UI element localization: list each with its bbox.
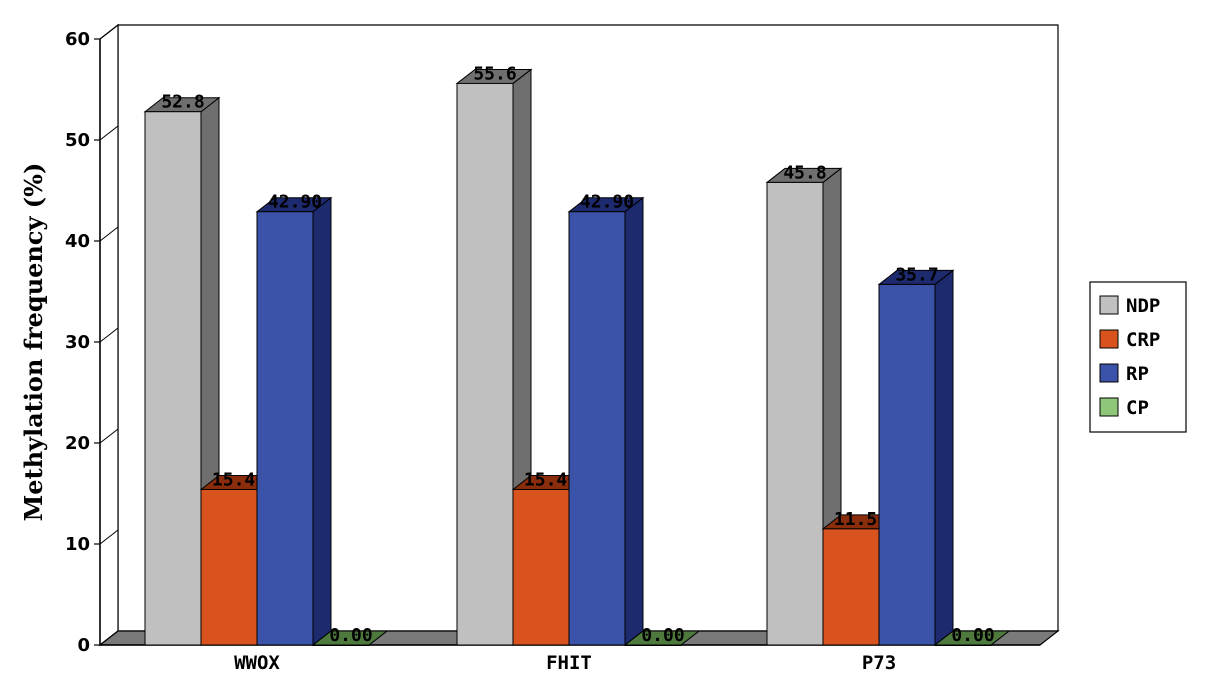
y-tick-label: 50 [65,130,90,151]
data-label: 42.90 [268,192,322,213]
data-label: 0.00 [329,625,372,646]
y-tick-label: 60 [65,29,90,50]
y-tick-depth [99,24,119,40]
bar [624,644,682,646]
bar [568,211,626,646]
bar [144,111,202,646]
bar-side [934,269,954,647]
y-axis-title: Methylation frequency (%) [19,163,48,522]
y-tick-label: 0 [77,635,90,656]
data-label: 55.6 [473,63,516,84]
y-tick-label: 40 [65,231,90,252]
data-label: 42.90 [580,192,634,213]
bar [766,181,824,646]
data-label: 0.00 [951,625,994,646]
legend-swatch [1099,397,1119,417]
x-tick-label: WWOX [234,652,280,674]
legend-swatch [1099,329,1119,349]
legend-label: CRP [1126,329,1160,351]
y-tick-depth [99,125,119,141]
data-label: 52.8 [161,92,204,113]
y-tick-label: 20 [65,433,90,454]
data-label: 0.00 [641,625,684,646]
legend-label: NDP [1126,295,1160,317]
legend-label: RP [1126,363,1149,385]
bar-side [312,196,332,647]
y-tick-label: 10 [65,534,90,555]
bar [822,528,880,646]
legend-swatch [1099,363,1119,383]
legend-swatch [1099,295,1119,315]
bar [312,644,370,646]
y-tick-depth [99,226,119,242]
data-label: 15.40 [524,469,578,490]
legend-label: CP [1126,397,1149,419]
y-tick-depth [99,327,119,343]
data-label: 11.50 [834,509,888,530]
bar [934,644,992,646]
x-tick-label: P73 [862,652,896,674]
y-tick-depth [99,630,119,646]
bar [512,488,570,646]
bar [256,211,314,646]
x-tick-label: FHIT [546,652,592,674]
data-label: 35.7 [895,264,938,285]
y-tick-label: 30 [65,332,90,353]
bar-side [624,196,644,647]
data-label: 15.40 [212,469,266,490]
bar [200,488,258,646]
bar [878,283,936,646]
data-label: 45.8 [783,162,826,183]
bar [456,82,514,646]
y-tick-depth [99,529,119,545]
y-tick-depth [99,428,119,444]
